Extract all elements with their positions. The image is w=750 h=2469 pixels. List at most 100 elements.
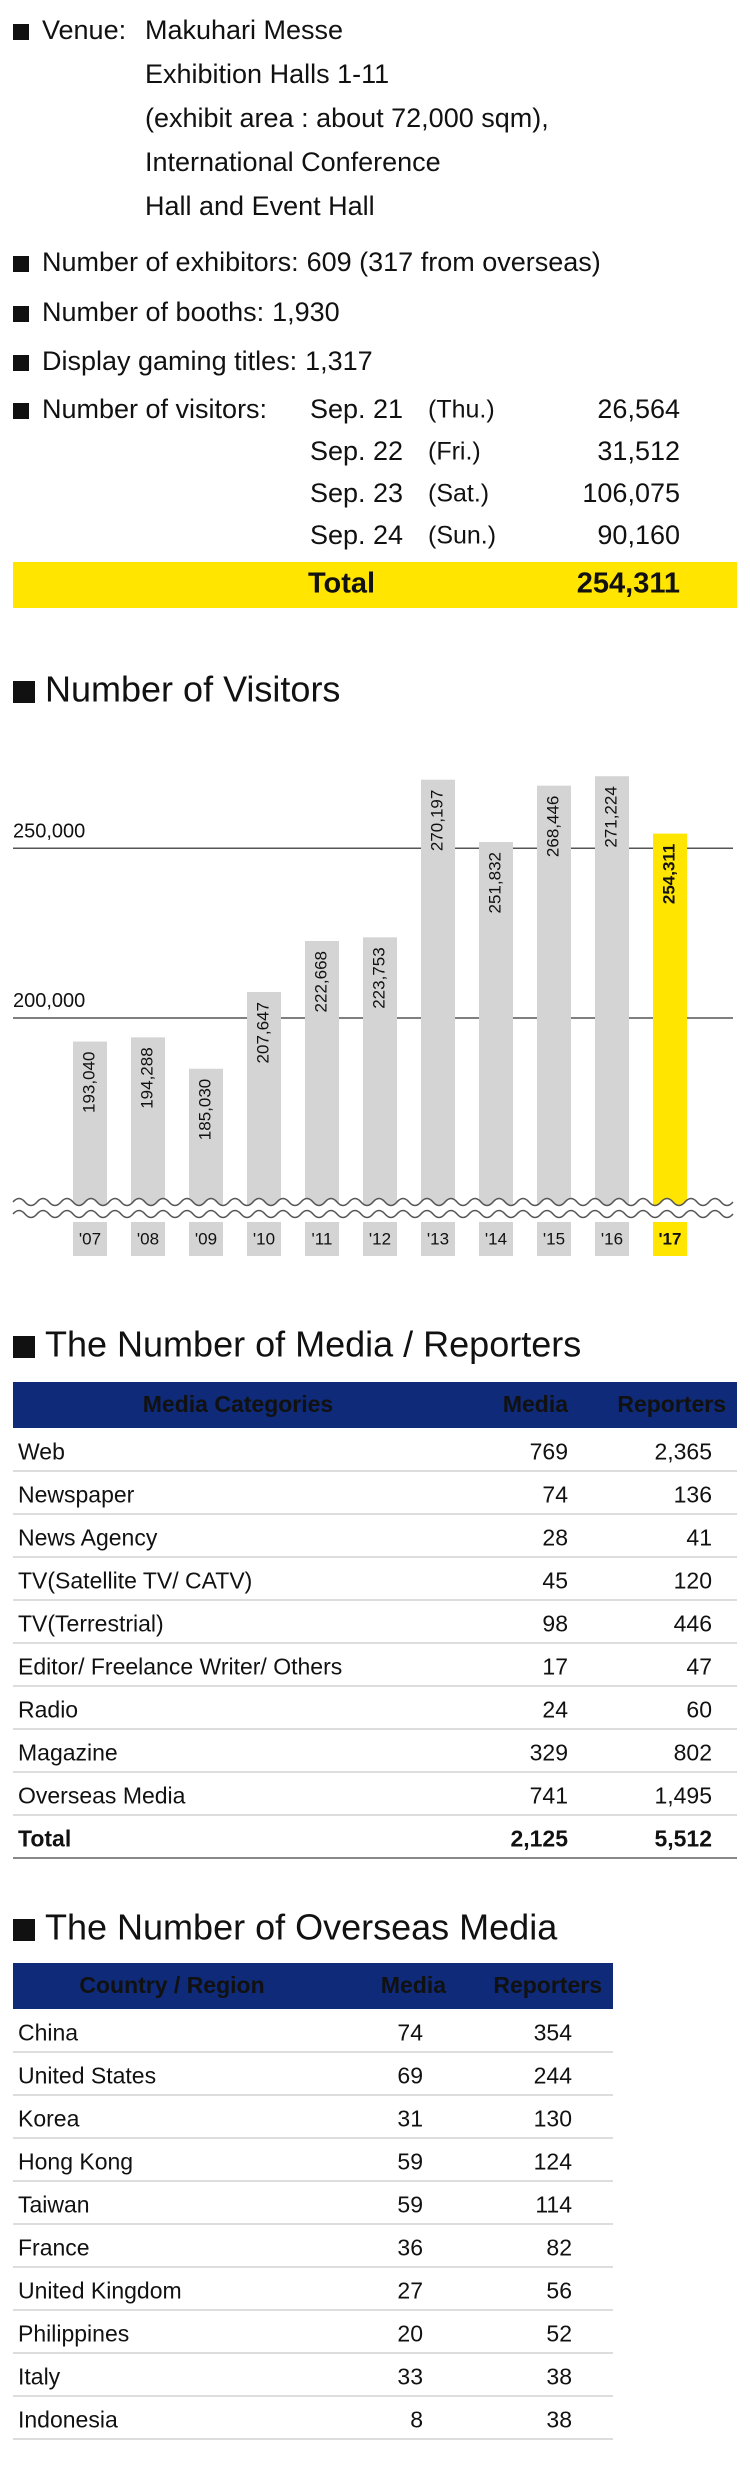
table-cell: 31: [397, 2106, 423, 2132]
x-label-bg: [595, 1222, 629, 1256]
visit-day: (Thu.): [428, 396, 495, 424]
table-cell: 74: [397, 2020, 423, 2046]
x-label-bg: [73, 1222, 107, 1256]
info-value: Hall and Event Hall: [145, 191, 375, 221]
x-tick-label: '11: [312, 1229, 333, 1248]
table-cell: 1,495: [654, 1783, 712, 1809]
table-cell: 33: [397, 2364, 423, 2390]
x-tick-label: '13: [427, 1229, 449, 1248]
table-cell: 741: [530, 1783, 568, 1809]
info-value: 609 (317 from overseas): [307, 247, 601, 277]
table-cell: Editor/ Freelance Writer/ Others: [18, 1654, 342, 1680]
table-header: [13, 1963, 613, 2009]
table-cell: 124: [534, 2149, 573, 2175]
table-cell: TV(Satellite TV/ CATV): [18, 1568, 252, 1594]
table-header-cell: Reporters: [493, 1972, 602, 1998]
bullet: [13, 256, 29, 272]
table-cell: Hong Kong: [18, 2149, 133, 2175]
axis-break-line: [12, 1209, 734, 1219]
table-cell: 446: [674, 1611, 712, 1637]
table-cell: 56: [546, 2278, 572, 2304]
visit-date: Sep. 22: [310, 436, 403, 466]
table-cell: 24: [542, 1697, 568, 1723]
table-cell: Radio: [18, 1697, 78, 1723]
table-header-cell: Media Categories: [143, 1391, 333, 1417]
x-tick-label: '12: [369, 1229, 391, 1248]
info-label: Display gaming titles:: [42, 346, 297, 376]
bar-value-label: 193,040: [79, 1052, 98, 1113]
table-header-cell: Media: [503, 1391, 568, 1417]
table-cell: Web: [18, 1439, 65, 1465]
table-cell: Overseas Media: [18, 1783, 186, 1809]
info-label: Number of booths:: [42, 297, 264, 327]
bar-value-label: 271,224: [601, 786, 620, 847]
bar-value-label: 185,030: [195, 1079, 214, 1140]
bar: [247, 991, 281, 1208]
x-tick-label: '14: [485, 1229, 507, 1248]
table-cell: 27: [397, 2278, 423, 2304]
info-value: 1,930: [272, 297, 340, 327]
axis-break-line: [12, 1197, 734, 1207]
table-cell: 136: [674, 1482, 712, 1508]
table-title: The Number of Overseas Media: [45, 1907, 558, 1948]
table-cell: Korea: [18, 2106, 80, 2132]
bullet: [13, 403, 29, 419]
table-cell: 45: [542, 1568, 568, 1594]
table-header-cell: Media: [381, 1972, 446, 1998]
info-value: Makuhari Messe: [145, 15, 343, 45]
chart-title: Number of Visitors: [45, 669, 340, 710]
table-cell: United States: [18, 2063, 156, 2089]
bullet: [13, 24, 29, 40]
info-value: International Conference: [145, 147, 441, 177]
table-cell: 28: [542, 1525, 568, 1551]
axis-break: [13, 1198, 733, 1218]
table-cell: 38: [546, 2364, 572, 2390]
bar: [305, 941, 339, 1208]
table-total-cell: 2,125: [510, 1826, 568, 1852]
bar: [479, 842, 513, 1208]
total-band: [13, 562, 737, 608]
table-cell: France: [18, 2235, 90, 2261]
bar-value-label: 268,446: [543, 796, 562, 857]
table-cell: 244: [534, 2063, 573, 2089]
table-title: The Number of Media / Reporters: [45, 1324, 581, 1365]
bullet: [13, 1336, 35, 1358]
table-cell: 82: [546, 2235, 572, 2261]
table-header: [13, 1382, 737, 1428]
visit-date: Sep. 21: [310, 394, 403, 424]
table-cell: 52: [546, 2321, 572, 2347]
bar-value-label: 254,311: [659, 844, 678, 905]
visit-date: Sep. 24: [310, 520, 403, 550]
y-tick-label: 200,000: [13, 990, 85, 1012]
table-total-cell: Total: [18, 1826, 71, 1852]
visit-day: (Sat.): [428, 480, 489, 508]
table-cell: Italy: [18, 2364, 61, 2390]
visit-day: (Fri.): [428, 438, 481, 466]
info-label: Number of visitors:: [42, 394, 267, 424]
table-cell: 8: [410, 2407, 423, 2433]
visit-total-label: Total: [308, 568, 375, 600]
x-label-bg: [421, 1222, 455, 1256]
visit-total: 254,311: [577, 568, 680, 600]
table-cell: 2,365: [654, 1439, 712, 1465]
bar: [421, 779, 455, 1208]
table-cell: 74: [542, 1482, 568, 1508]
x-tick-label: '08: [137, 1229, 159, 1248]
table-cell: 59: [397, 2192, 423, 2218]
bar: [653, 833, 687, 1208]
table-cell: 47: [686, 1654, 712, 1680]
x-label-bg: [189, 1222, 223, 1256]
table-cell: 354: [534, 2020, 573, 2046]
table-total-cell: 5,512: [654, 1826, 712, 1852]
visit-count: 90,160: [597, 520, 680, 550]
bullet: [13, 306, 29, 322]
table-cell: News Agency: [18, 1525, 158, 1551]
info-value: 1,317: [305, 346, 373, 376]
table-cell: 802: [674, 1740, 712, 1766]
table-cell: Magazine: [18, 1740, 118, 1766]
table-cell: 114: [535, 2192, 572, 2218]
visit-count: 31,512: [597, 436, 680, 466]
table-header-cell: Reporters: [617, 1391, 726, 1417]
bar: [363, 937, 397, 1208]
